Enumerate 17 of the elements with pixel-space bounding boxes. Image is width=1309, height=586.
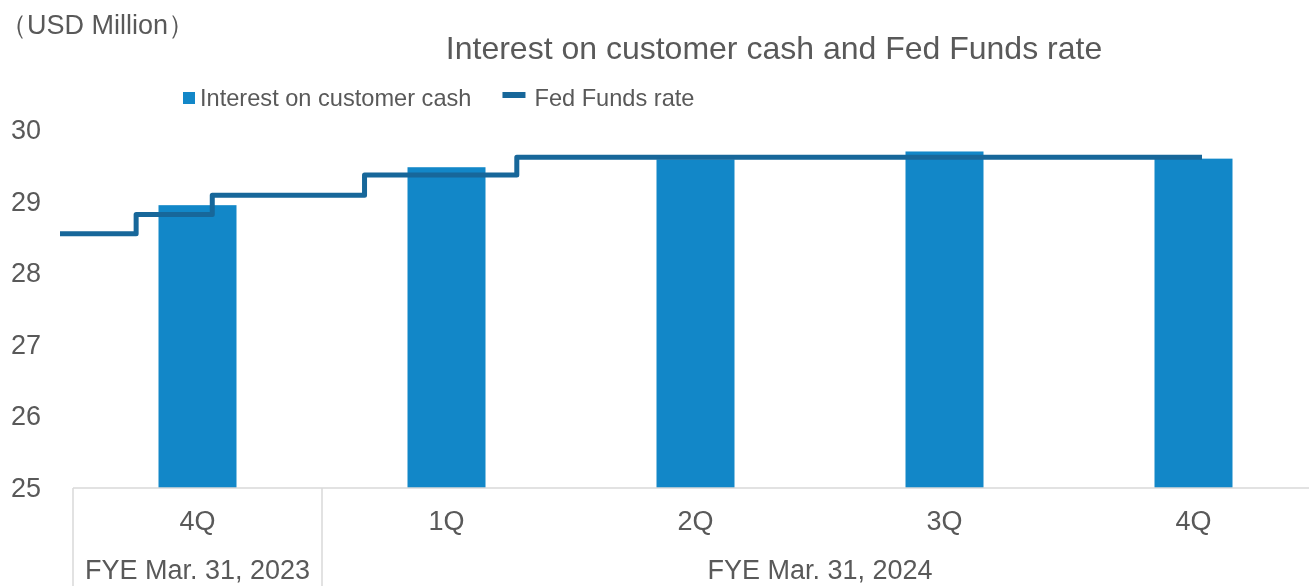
x-tick-label: 2Q [677, 506, 714, 536]
y-tick-label: 28 [10, 258, 41, 289]
chart-title: Interest on customer cash and Fed Funds rate [445, 30, 1103, 66]
y-axis-title: （USD Million） [0, 10, 196, 40]
legend-label: Interest on customer cash [200, 85, 472, 111]
x-tick-label: 3Q [926, 506, 963, 536]
x-group-label: FYE Mar. 31, 2024 [707, 555, 933, 585]
x-tick-label: 1Q [428, 506, 465, 536]
y-tick-label: 29 [10, 186, 41, 217]
y-tick-label: 27 [10, 329, 41, 360]
x-group-label: FYE Mar. 31, 2023 [84, 555, 311, 585]
y-tick-label: 26 [10, 401, 41, 432]
x-tick-label: 4Q [179, 506, 216, 536]
legend-label: Fed Funds rate [534, 85, 695, 111]
x-tick-label: 4Q [1175, 506, 1212, 536]
y-tick-label: 25 [10, 473, 41, 503]
y-tick-label: 30 [10, 115, 41, 145]
